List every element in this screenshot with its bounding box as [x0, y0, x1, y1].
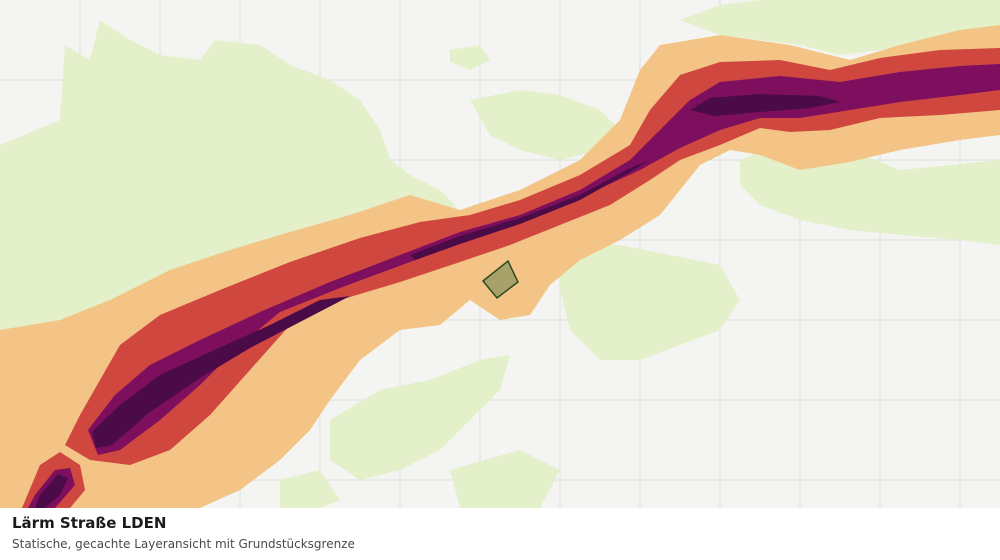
parcel-boundary[interactable]: [481, 259, 519, 300]
caption-subtitle: Statische, gecachte Layeransicht mit Gru…: [12, 537, 355, 551]
noise-band-4: [92, 296, 350, 448]
noise-band-4-south: [35, 474, 68, 508]
noise-band-4-center: [410, 160, 650, 260]
noise-band-4-core: [690, 94, 840, 116]
caption-title: Lärm Straße LDEN: [12, 514, 167, 532]
map-caption: Lärm Straße LDEN Statische, gecachte Lay…: [0, 508, 1000, 560]
